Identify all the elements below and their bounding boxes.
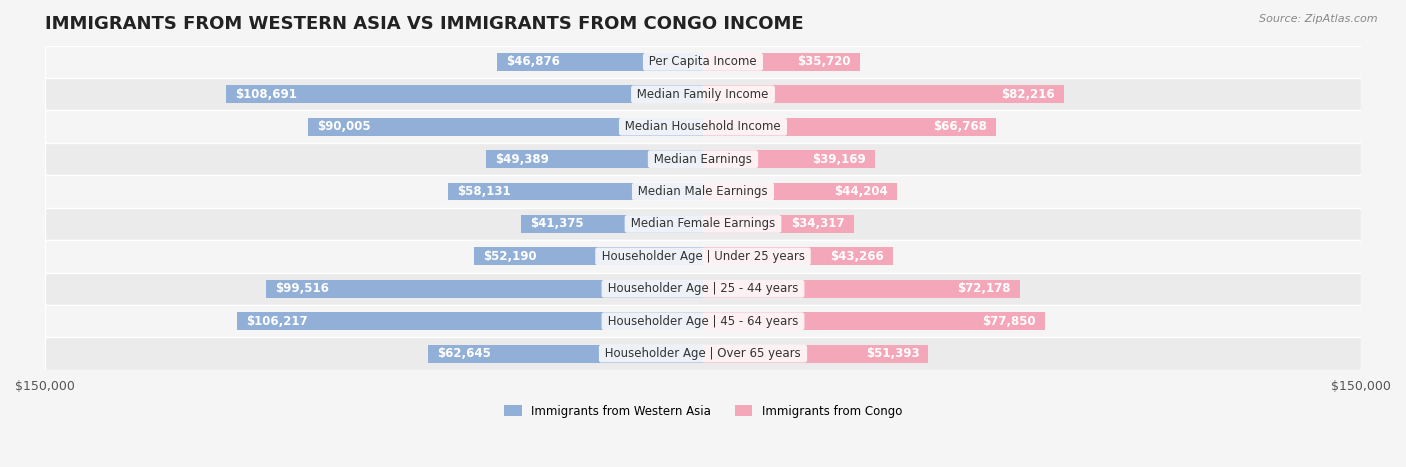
Text: $51,393: $51,393 (866, 347, 920, 360)
Bar (703, 85, 1064, 103)
Bar (226, 85, 703, 103)
Text: Median Female Earnings: Median Female Earnings (627, 218, 779, 230)
Text: $43,266: $43,266 (831, 250, 884, 263)
Bar (703, 280, 1019, 297)
Text: $34,317: $34,317 (792, 218, 845, 230)
Text: $39,169: $39,169 (813, 153, 866, 166)
Bar (45, 175, 1361, 208)
Bar (45, 143, 1361, 175)
Text: $77,850: $77,850 (983, 315, 1036, 328)
Text: $72,178: $72,178 (957, 282, 1011, 295)
Text: IMMIGRANTS FROM WESTERN ASIA VS IMMIGRANTS FROM CONGO INCOME: IMMIGRANTS FROM WESTERN ASIA VS IMMIGRAN… (45, 15, 804, 33)
Bar (45, 78, 1361, 111)
Bar (45, 338, 1361, 370)
Bar (486, 150, 703, 168)
Bar (474, 248, 703, 265)
Text: Householder Age | 25 - 44 years: Householder Age | 25 - 44 years (605, 282, 801, 295)
Bar (45, 240, 1361, 273)
Bar (498, 53, 703, 71)
Bar (703, 312, 1045, 330)
Text: $41,375: $41,375 (530, 218, 583, 230)
Bar (703, 248, 893, 265)
Text: $46,876: $46,876 (506, 56, 560, 68)
Bar (522, 215, 703, 233)
Text: $82,216: $82,216 (1001, 88, 1054, 101)
Text: $99,516: $99,516 (276, 282, 329, 295)
Text: $90,005: $90,005 (316, 120, 371, 133)
Text: $106,217: $106,217 (246, 315, 308, 328)
Bar (45, 208, 1361, 240)
Bar (703, 215, 853, 233)
Text: Median Family Income: Median Family Income (634, 88, 772, 101)
Text: Source: ZipAtlas.com: Source: ZipAtlas.com (1260, 14, 1378, 24)
Bar (45, 305, 1361, 338)
Text: $66,768: $66,768 (934, 120, 987, 133)
Text: Householder Age | 45 - 64 years: Householder Age | 45 - 64 years (605, 315, 801, 328)
Bar (703, 118, 995, 135)
Text: Per Capita Income: Per Capita Income (645, 56, 761, 68)
Bar (45, 46, 1361, 78)
Legend: Immigrants from Western Asia, Immigrants from Congo: Immigrants from Western Asia, Immigrants… (499, 400, 907, 422)
Text: $35,720: $35,720 (797, 56, 851, 68)
Bar (238, 312, 703, 330)
Text: $52,190: $52,190 (482, 250, 537, 263)
Text: Householder Age | Under 25 years: Householder Age | Under 25 years (598, 250, 808, 263)
Text: $49,389: $49,389 (495, 153, 548, 166)
Bar (45, 111, 1361, 143)
Bar (308, 118, 703, 135)
Text: $108,691: $108,691 (235, 88, 297, 101)
Text: $44,204: $44,204 (834, 185, 889, 198)
Bar (703, 345, 928, 362)
Text: Median Male Earnings: Median Male Earnings (634, 185, 772, 198)
Text: Median Earnings: Median Earnings (650, 153, 756, 166)
Bar (266, 280, 703, 297)
Bar (429, 345, 703, 362)
Text: $58,131: $58,131 (457, 185, 510, 198)
Bar (449, 183, 703, 200)
Text: Median Household Income: Median Household Income (621, 120, 785, 133)
Bar (703, 53, 859, 71)
Bar (703, 150, 875, 168)
Text: Householder Age | Over 65 years: Householder Age | Over 65 years (602, 347, 804, 360)
Bar (703, 183, 897, 200)
Text: $62,645: $62,645 (437, 347, 491, 360)
Bar (45, 273, 1361, 305)
